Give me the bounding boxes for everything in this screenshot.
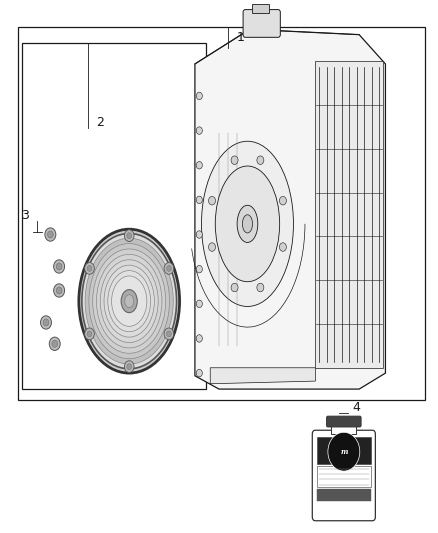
Ellipse shape — [96, 254, 162, 348]
Circle shape — [196, 231, 202, 238]
FancyBboxPatch shape — [327, 416, 361, 427]
Circle shape — [231, 156, 238, 165]
Bar — [18, 27, 425, 400]
Ellipse shape — [85, 238, 173, 364]
Text: 3: 3 — [21, 209, 28, 222]
Ellipse shape — [242, 215, 253, 233]
Circle shape — [279, 243, 286, 251]
Circle shape — [257, 156, 264, 165]
Ellipse shape — [100, 260, 158, 343]
Ellipse shape — [201, 141, 293, 306]
Ellipse shape — [121, 289, 137, 313]
Bar — [252, 4, 269, 13]
Circle shape — [196, 369, 202, 377]
Ellipse shape — [166, 265, 171, 271]
Bar — [331, 424, 357, 434]
Text: 2: 2 — [96, 116, 104, 129]
Bar — [317, 489, 371, 501]
Ellipse shape — [127, 233, 131, 239]
Circle shape — [196, 92, 202, 100]
Ellipse shape — [93, 249, 166, 353]
Circle shape — [196, 127, 202, 134]
Ellipse shape — [85, 263, 94, 274]
Polygon shape — [195, 29, 385, 389]
Ellipse shape — [79, 229, 180, 373]
Ellipse shape — [56, 263, 62, 270]
Ellipse shape — [215, 166, 279, 281]
Bar — [317, 437, 371, 464]
Ellipse shape — [89, 244, 170, 359]
Ellipse shape — [53, 284, 65, 297]
Ellipse shape — [124, 361, 134, 373]
Ellipse shape — [43, 319, 49, 326]
Ellipse shape — [124, 230, 134, 241]
Circle shape — [279, 197, 286, 205]
Ellipse shape — [49, 337, 60, 351]
Ellipse shape — [53, 260, 65, 273]
Ellipse shape — [108, 271, 151, 332]
Ellipse shape — [85, 328, 94, 340]
Text: 1: 1 — [237, 31, 244, 44]
Circle shape — [257, 283, 264, 292]
Bar — [22, 43, 206, 389]
Circle shape — [196, 335, 202, 342]
Circle shape — [196, 265, 202, 273]
Bar — [317, 466, 371, 487]
FancyBboxPatch shape — [243, 10, 280, 37]
Polygon shape — [210, 368, 315, 384]
Ellipse shape — [56, 287, 62, 294]
Circle shape — [208, 197, 215, 205]
Circle shape — [208, 243, 215, 251]
Ellipse shape — [45, 228, 56, 241]
Ellipse shape — [40, 316, 52, 329]
Ellipse shape — [112, 276, 147, 326]
Ellipse shape — [125, 295, 134, 308]
Ellipse shape — [104, 265, 154, 337]
Ellipse shape — [164, 328, 174, 340]
Ellipse shape — [52, 341, 58, 348]
Bar — [315, 61, 383, 368]
Ellipse shape — [127, 364, 131, 369]
Circle shape — [231, 283, 238, 292]
Circle shape — [196, 196, 202, 204]
FancyBboxPatch shape — [312, 430, 375, 521]
Text: 4: 4 — [353, 401, 360, 414]
Ellipse shape — [166, 331, 171, 337]
Ellipse shape — [87, 265, 92, 271]
Circle shape — [328, 432, 360, 471]
Ellipse shape — [47, 231, 53, 238]
Circle shape — [196, 161, 202, 169]
Ellipse shape — [237, 205, 258, 243]
Text: m: m — [340, 448, 347, 456]
Ellipse shape — [82, 233, 177, 369]
Ellipse shape — [87, 331, 92, 337]
Circle shape — [196, 300, 202, 308]
Ellipse shape — [164, 263, 174, 274]
